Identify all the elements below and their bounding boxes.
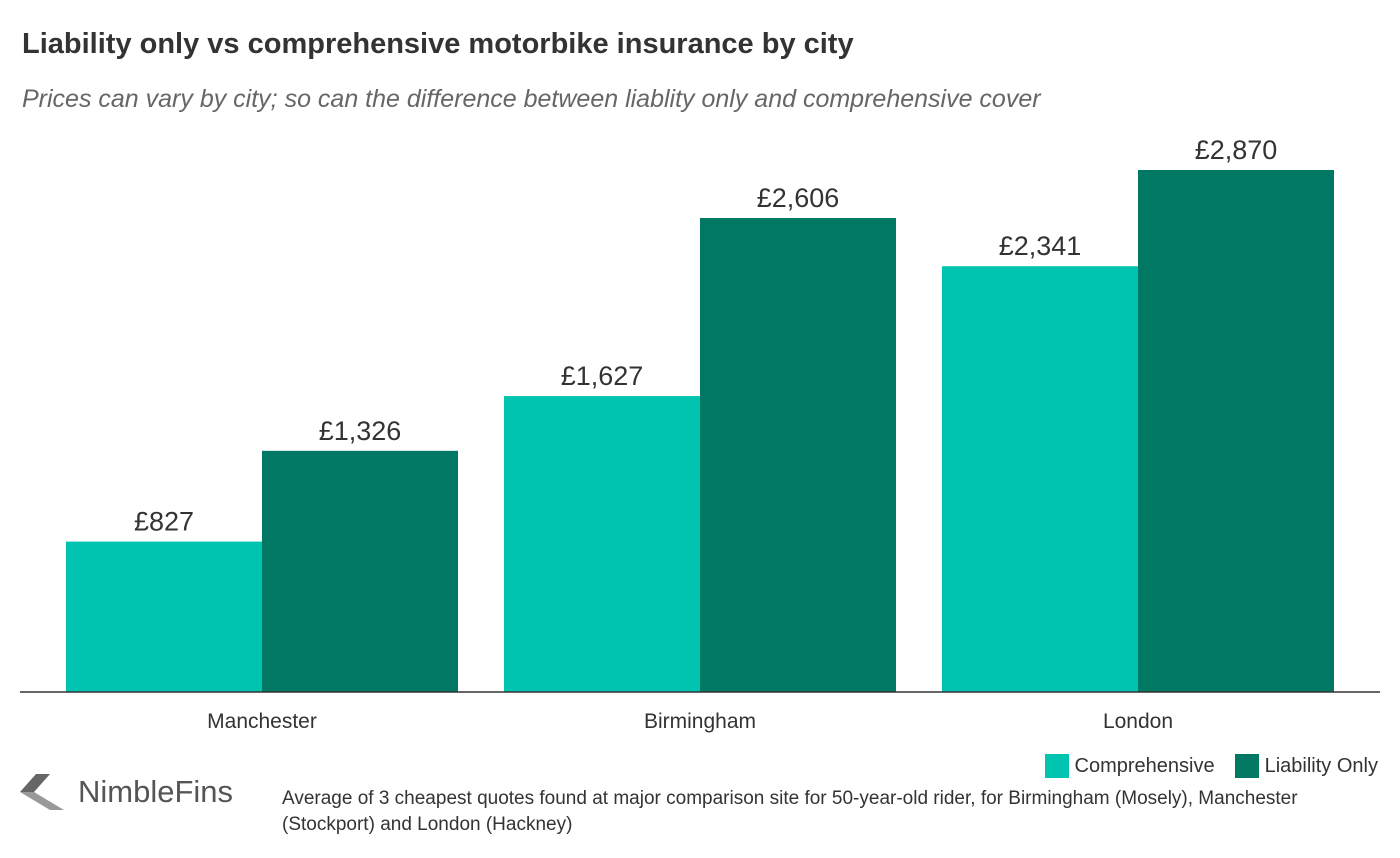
bar-liability-only-birmingham [700, 218, 896, 692]
chart-subtitle: Prices can vary by city; so can the diff… [22, 85, 1041, 113]
bar-comprehensive-manchester [66, 541, 262, 692]
logo-text: NimbleFins [78, 774, 234, 809]
data-label-liability-only-birmingham: £2,606 [757, 183, 840, 213]
nimblefins-chevron-icon [20, 774, 64, 810]
legend-swatch-liability-only [1234, 754, 1259, 778]
data-label-liability-only-london: £2,870 [1195, 135, 1278, 165]
bar-chart: £827 £1,326 £1,627 £2,606 £2,341 £2,870 Manch… [20, 135, 1380, 733]
nimblefins-logo: NimbleFins [20, 772, 233, 812]
category-labels: Manchester Birmingham London [207, 710, 1173, 733]
legend-label-liability-only: Liability Only [1264, 754, 1378, 777]
bar-comprehensive-birmingham [504, 396, 700, 692]
data-label-comprehensive-manchester: £827 [134, 507, 194, 537]
data-label-comprehensive-birmingham: £1,627 [561, 361, 644, 391]
category-label-birmingham: Birmingham [644, 710, 756, 733]
legend-item-comprehensive: Comprehensive [1044, 754, 1215, 778]
legend: Comprehensive Liability Only [1044, 754, 1378, 778]
category-label-london: London [1103, 710, 1173, 733]
legend-label-comprehensive: Comprehensive [1074, 754, 1215, 777]
chart-title: Liability only vs comprehensive motorbik… [22, 28, 854, 60]
data-label-comprehensive-london: £2,341 [999, 231, 1082, 261]
data-label-liability-only-manchester: £1,326 [319, 416, 402, 446]
bar-comprehensive-london [942, 266, 1138, 692]
chart-footnote: Average of 3 cheapest quotes found at ma… [282, 788, 1298, 835]
legend-item-liability-only: Liability Only [1234, 754, 1378, 778]
category-label-manchester: Manchester [207, 710, 317, 733]
bars-group: £827 £1,326 £1,627 £2,606 £2,341 £2,870 [66, 135, 1334, 692]
bar-liability-only-manchester [262, 450, 458, 692]
bar-liability-only-london [1138, 170, 1334, 692]
legend-swatch-comprehensive [1044, 754, 1069, 778]
